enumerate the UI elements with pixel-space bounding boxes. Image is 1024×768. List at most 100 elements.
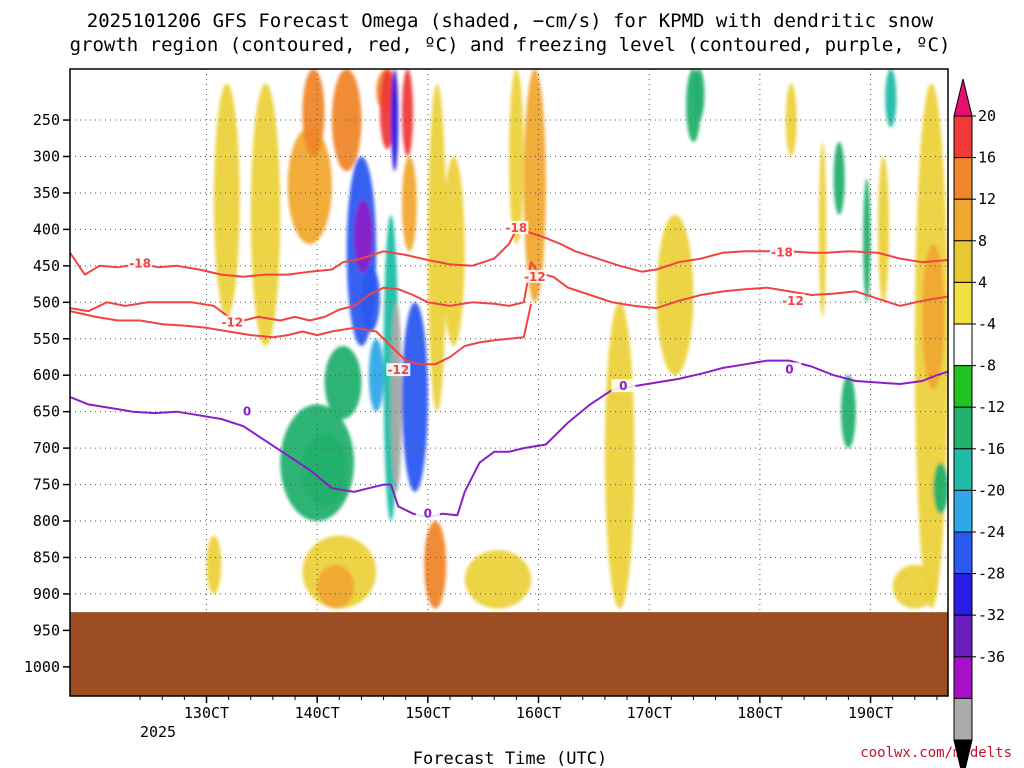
contour-label-0-2: 0 (619, 379, 627, 393)
omega-feature-0 (213, 83, 240, 317)
omega-feature-13 (390, 302, 403, 492)
contour-label-bg--18-2 (769, 245, 794, 259)
omega-feature-14 (402, 69, 414, 157)
omega-feature-41 (841, 375, 856, 449)
y-tick-label-850: 850 (33, 548, 60, 566)
colorbar-segment-8 (953, 406, 973, 450)
colorbar-segment-13 (953, 614, 973, 658)
omega-feature-19 (442, 156, 465, 347)
colorbar-label-0: 20 (978, 107, 996, 125)
chart-title-line-2: growth region (contoured, red, ºC) and f… (70, 34, 951, 56)
omega-feature-21 (523, 69, 546, 303)
omega-feature-17 (427, 83, 447, 412)
colorbar-segment-14 (953, 656, 973, 699)
y-tick-label-700: 700 (33, 439, 60, 457)
omega-feature-16 (402, 302, 428, 492)
x-axis-title: Forecast Time (UTC) (413, 749, 607, 768)
colorbar-label-11: -28 (978, 565, 1005, 583)
omega-shading-layer (206, 69, 948, 609)
omega-feature-3 (302, 69, 325, 157)
omega-feature-26 (785, 83, 797, 157)
y-tick-label-750: 750 (33, 476, 60, 494)
y-tick-label-600: 600 (33, 366, 60, 384)
colorbar-label-6: -8 (978, 357, 996, 375)
colorbar-segment-7 (953, 365, 973, 408)
omega-feature-29 (863, 178, 871, 303)
omega-feature-4 (331, 69, 362, 172)
omega-feature-31 (885, 69, 897, 128)
omega-feature-28 (833, 141, 845, 215)
y-tick-label-950: 950 (33, 621, 60, 639)
omega-feature-36 (317, 564, 355, 609)
omega-feature-39 (324, 346, 362, 419)
colorbar-segment-4 (953, 240, 973, 283)
colorbar-segment-9 (953, 448, 973, 491)
colorbar-label-5: -4 (978, 315, 996, 333)
y-tick-label-350: 350 (33, 184, 60, 202)
colorbar-segment-15 (953, 697, 973, 741)
colorbar-segment-2 (953, 157, 973, 200)
colorbar-label-10: -24 (978, 523, 1005, 541)
omega-feature-40 (464, 550, 532, 609)
colorbar-label-4: 4 (978, 273, 987, 291)
contour-label-bg-0-1 (415, 506, 440, 520)
y-tick-label-400: 400 (33, 220, 60, 238)
colorbar-segment-3 (953, 198, 973, 242)
omega-feature-30 (877, 156, 889, 303)
contour-layer: -18 -18 -18 -12 -12 -12 -12 0 0 0 0 (70, 220, 948, 521)
colorbar-arrow-top (953, 78, 973, 117)
omega-feature-20 (509, 69, 524, 244)
omega-feature-27 (818, 141, 827, 317)
x-axis-year-label: 2025 (140, 723, 176, 741)
contour-label-0-1: 0 (424, 507, 432, 521)
omega-feature-6 (354, 200, 373, 274)
omega-feature-15 (402, 156, 417, 252)
y-axis: 250 300 350 400 450 500 550 600 650 700 750 800 850 9… (24, 111, 70, 676)
colorbar-segment-12 (953, 573, 973, 616)
colorbar-arrow-bottom (953, 739, 973, 768)
x-tick-label-170CT: 170CT (627, 704, 672, 722)
contour-label--18-2: -18 (771, 246, 793, 260)
omega-feature-12 (390, 69, 399, 172)
contour-line--12 (70, 261, 948, 322)
colorbar-segment-1 (953, 115, 973, 159)
x-tick-label-140CT: 140CT (295, 704, 340, 722)
y-tick-label-900: 900 (33, 585, 60, 603)
y-tick-label-550: 550 (33, 330, 60, 348)
omega-feature-42 (892, 564, 937, 609)
contour-label--18-0: -18 (129, 257, 151, 271)
contour-label-bg-0-3 (777, 362, 802, 376)
y-tick-label-800: 800 (33, 512, 60, 530)
omega-feature-25 (693, 69, 705, 121)
colorbar-label-3: 8 (978, 232, 987, 250)
omega-feature-1 (250, 83, 281, 347)
y-tick-label-1000: 1000 (24, 658, 60, 676)
y-tick-label-650: 650 (33, 403, 60, 421)
y-tick-label-250: 250 (33, 111, 60, 129)
contour-label-0-3: 0 (785, 362, 793, 376)
contour-label--12-1: -12 (524, 270, 546, 284)
colorbar-segment-10 (953, 489, 973, 533)
omega-feature-22 (604, 302, 635, 609)
x-tick-label-150CT: 150CT (405, 704, 450, 722)
omega-feature-10 (379, 69, 395, 150)
contour-label--12-2: -12 (782, 294, 804, 308)
colorbar-segment-11 (953, 531, 973, 575)
plot-frame (69, 68, 949, 697)
contour-label-bg--12-2 (781, 293, 806, 307)
colorbar-label-12: -32 (978, 606, 1005, 624)
colorbar: 20 16 12 8 4 -4 -8 -12 -16 -20 -24 -28 -32 -36 (953, 78, 1005, 768)
colorbar-segment-5 (953, 281, 973, 325)
contour-label-bg--18-0 (128, 256, 153, 270)
colorbar-label-9: -20 (978, 481, 1005, 499)
contour-label-bg-0-2 (611, 379, 636, 393)
y-tick-label-450: 450 (33, 257, 60, 275)
x-tick-label-180CT: 180CT (737, 704, 782, 722)
contour-label-bg--18-1 (504, 220, 529, 234)
omega-feature-33 (922, 243, 945, 390)
contour-line--12b (70, 303, 533, 366)
omega-feature-8 (368, 338, 384, 412)
contour-label-bg--12-0 (220, 315, 245, 329)
colorbar-segment-6 (953, 323, 973, 367)
colorbar-label-8: -16 (978, 440, 1005, 458)
